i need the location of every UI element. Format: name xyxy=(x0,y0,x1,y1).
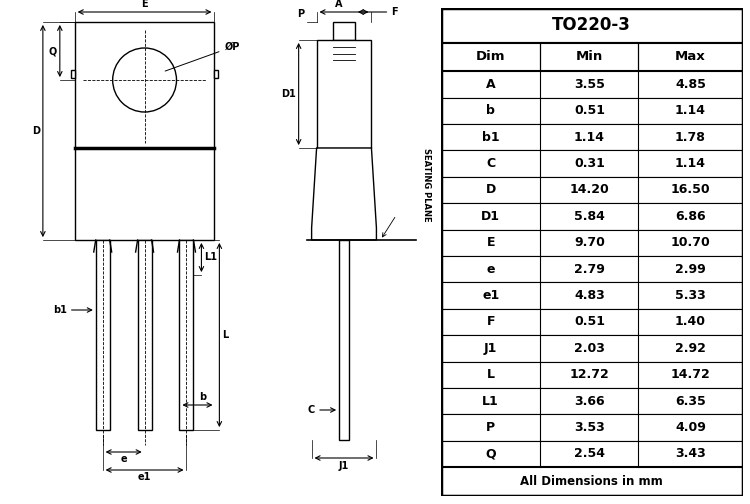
Bar xyxy=(96,240,109,430)
Text: D: D xyxy=(485,183,496,197)
Text: 12.72: 12.72 xyxy=(569,368,609,381)
Text: C: C xyxy=(486,157,495,170)
Text: 0.31: 0.31 xyxy=(574,157,605,170)
Bar xyxy=(179,240,194,430)
Text: D: D xyxy=(32,126,40,136)
Text: e: e xyxy=(487,263,495,276)
Text: A: A xyxy=(486,78,496,91)
Text: Max: Max xyxy=(675,50,706,64)
Bar xyxy=(316,40,371,148)
Text: D1: D1 xyxy=(482,210,500,223)
Text: e1: e1 xyxy=(482,289,500,302)
Text: L: L xyxy=(222,330,229,340)
Bar xyxy=(137,240,152,430)
Text: 16.50: 16.50 xyxy=(670,183,710,197)
Text: b: b xyxy=(199,392,206,402)
Bar xyxy=(441,177,742,203)
Text: SEATING PLANE: SEATING PLANE xyxy=(422,148,431,222)
Bar xyxy=(214,70,218,78)
Bar xyxy=(441,71,742,97)
Text: 0.51: 0.51 xyxy=(574,316,605,329)
Bar xyxy=(441,256,742,282)
Text: Q: Q xyxy=(49,46,57,56)
Bar xyxy=(333,22,355,40)
Text: J1: J1 xyxy=(484,342,497,355)
Text: 9.70: 9.70 xyxy=(574,236,605,249)
Ellipse shape xyxy=(112,48,176,112)
Bar xyxy=(441,440,742,467)
Bar xyxy=(75,148,214,240)
Text: 1.40: 1.40 xyxy=(675,316,706,329)
Text: 4.85: 4.85 xyxy=(675,78,706,91)
Text: 0.51: 0.51 xyxy=(574,104,605,117)
Text: 1.14: 1.14 xyxy=(574,131,605,144)
Text: 3.53: 3.53 xyxy=(574,421,604,434)
Text: 5.84: 5.84 xyxy=(574,210,605,223)
Text: 6.86: 6.86 xyxy=(675,210,706,223)
Text: All Dimensions in mm: All Dimensions in mm xyxy=(520,475,663,488)
Text: 14.20: 14.20 xyxy=(569,183,609,197)
Text: A: A xyxy=(335,0,343,9)
Text: E: E xyxy=(487,236,495,249)
Bar xyxy=(441,124,742,150)
Text: F: F xyxy=(487,316,495,329)
Text: L1: L1 xyxy=(205,253,218,263)
Bar xyxy=(441,282,742,309)
Bar xyxy=(441,335,742,361)
Bar xyxy=(75,22,214,148)
Text: 2.03: 2.03 xyxy=(574,342,605,355)
Text: P: P xyxy=(486,421,495,434)
Bar xyxy=(441,229,742,256)
Text: C: C xyxy=(308,405,315,415)
Polygon shape xyxy=(311,148,376,240)
Bar xyxy=(441,97,742,124)
Text: 1.14: 1.14 xyxy=(675,157,706,170)
Text: e: e xyxy=(120,454,127,464)
Text: 3.66: 3.66 xyxy=(574,395,604,408)
Bar xyxy=(441,361,742,388)
Text: D1: D1 xyxy=(281,89,296,99)
Bar xyxy=(441,467,742,496)
Bar xyxy=(441,43,742,71)
Text: Min: Min xyxy=(576,50,603,64)
Text: P: P xyxy=(298,9,304,19)
Bar xyxy=(441,388,742,414)
Bar xyxy=(441,8,742,43)
Text: 4.83: 4.83 xyxy=(574,289,604,302)
Text: 10.70: 10.70 xyxy=(670,236,710,249)
Text: Q: Q xyxy=(485,448,496,461)
Bar xyxy=(441,203,742,229)
Text: 2.92: 2.92 xyxy=(675,342,706,355)
Text: 2.99: 2.99 xyxy=(675,263,706,276)
Text: 1.14: 1.14 xyxy=(675,104,706,117)
Text: 2.79: 2.79 xyxy=(574,263,605,276)
Text: 5.33: 5.33 xyxy=(675,289,706,302)
Text: L: L xyxy=(487,368,495,381)
Bar xyxy=(441,414,742,440)
Text: 3.43: 3.43 xyxy=(675,448,706,461)
Text: 3.55: 3.55 xyxy=(574,78,605,91)
Text: 6.35: 6.35 xyxy=(675,395,706,408)
Text: Dim: Dim xyxy=(476,50,506,64)
Text: 14.72: 14.72 xyxy=(670,368,710,381)
Text: F: F xyxy=(392,7,398,17)
Bar xyxy=(70,70,75,78)
Text: 2.54: 2.54 xyxy=(574,448,605,461)
Text: b1: b1 xyxy=(53,305,67,315)
Text: ØP: ØP xyxy=(165,42,240,71)
Text: E: E xyxy=(141,0,148,9)
Text: 4.09: 4.09 xyxy=(675,421,706,434)
Text: L1: L1 xyxy=(482,395,499,408)
Text: TO220-3: TO220-3 xyxy=(552,16,632,34)
Bar xyxy=(339,240,349,440)
Bar xyxy=(441,309,742,335)
Bar xyxy=(441,150,742,177)
Text: 1.78: 1.78 xyxy=(675,131,706,144)
Text: e1: e1 xyxy=(138,472,152,482)
Text: b1: b1 xyxy=(482,131,500,144)
Text: b: b xyxy=(486,104,495,117)
Text: J1: J1 xyxy=(339,461,350,471)
